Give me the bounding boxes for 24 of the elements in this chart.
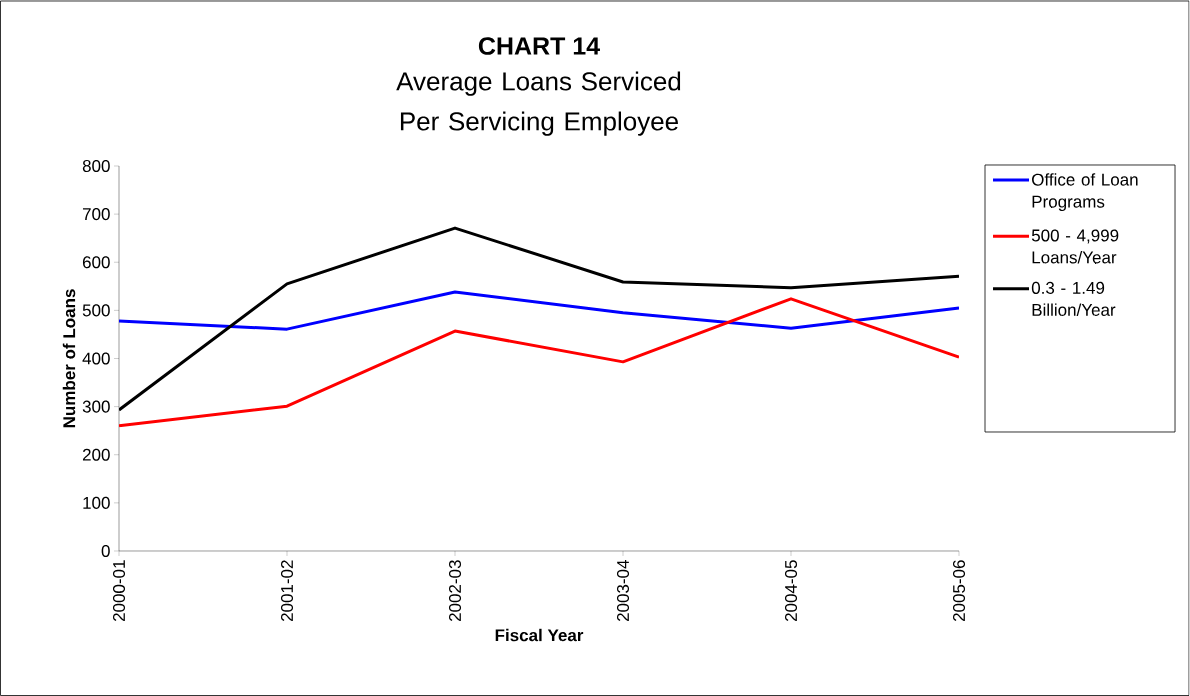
y-tick-label: 500 [82, 304, 110, 317]
x-tick-label: 2004-05 [784, 560, 798, 622]
y-tick-label: 700 [82, 208, 110, 221]
x-tick-label: 2002-03 [448, 560, 462, 622]
y-tick-label: 300 [82, 400, 110, 413]
x-axis-title: Fiscal Year [495, 628, 584, 642]
y-tick-label: 800 [82, 159, 110, 173]
x-tick-label: 2005-06 [952, 560, 966, 622]
legend-label: 0.3 - 1.49 Billion/Year [1031, 281, 1116, 316]
y-tick-label: 600 [82, 256, 110, 269]
chart-subtitle: Average Loans Serviced Per Servicing Employee [396, 71, 681, 136]
legend-label: 500 - 4,999 Loans/Year [1031, 229, 1119, 264]
line-series [119, 297, 960, 428]
y-tick-label: 0 [101, 544, 110, 558]
x-tick-label: 2001-02 [280, 560, 294, 622]
x-tick-label: 2003-04 [616, 560, 630, 622]
x-tick-label: 2000-01 [112, 560, 126, 622]
y-tick-label: 400 [82, 352, 110, 365]
y-axis-title: Number of Loans [62, 289, 76, 428]
chart-title: CHART 14 [478, 37, 600, 55]
line-series [119, 290, 960, 331]
y-tick-label: 200 [82, 448, 110, 461]
y-tick-label: 100 [83, 496, 110, 509]
legend-label: Office of Loan Programs [1032, 173, 1138, 212]
